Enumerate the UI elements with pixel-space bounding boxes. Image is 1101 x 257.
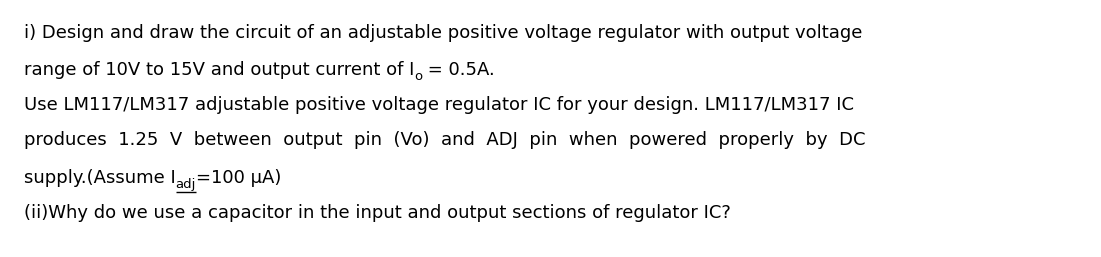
Text: Use LM117/LM317 adjustable positive voltage regulator IC for your design. LM117/: Use LM117/LM317 adjustable positive volt…: [24, 96, 854, 114]
Text: adj: adj: [176, 178, 196, 191]
Text: o: o: [414, 70, 423, 83]
Text: i) Design and draw the circuit of an adjustable positive voltage regulator with : i) Design and draw the circuit of an adj…: [24, 24, 862, 42]
Text: = 0.5A.: = 0.5A.: [423, 61, 495, 79]
Text: supply.(Assume I: supply.(Assume I: [24, 169, 176, 187]
Text: produces  1.25  V  between  output  pin  (Vo)  and  ADJ  pin  when  powered  pro: produces 1.25 V between output pin (Vo) …: [24, 131, 865, 149]
Text: range of 10V to 15V and output current of I: range of 10V to 15V and output current o…: [24, 61, 414, 79]
Text: =100 μA): =100 μA): [196, 169, 282, 187]
Text: (ii)Why do we use a capacitor in the input and output sections of regulator IC?: (ii)Why do we use a capacitor in the inp…: [24, 204, 731, 222]
